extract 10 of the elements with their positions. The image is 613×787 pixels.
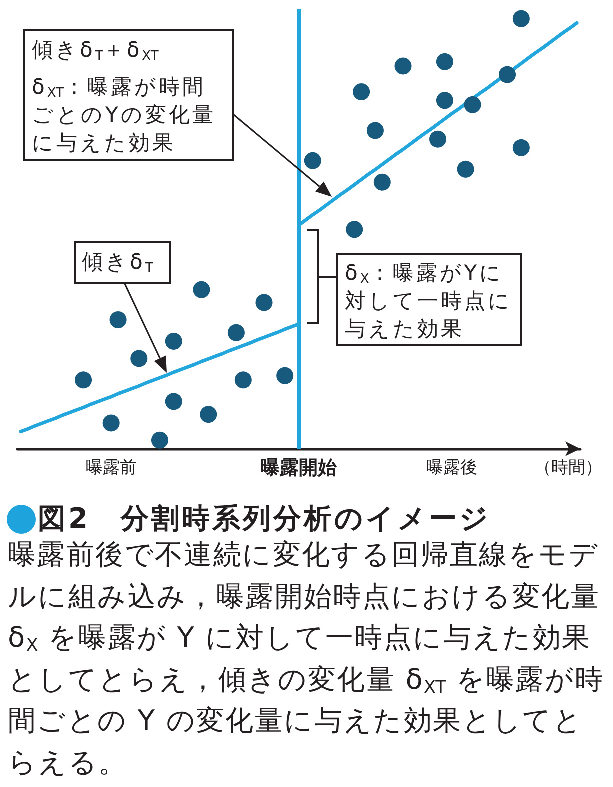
annotation: 傾きδ$_{T}$＋δ$_{XT}$ (32, 37, 160, 64)
x-tick-label: 曝露後 (426, 458, 478, 477)
x-axis-title: （時間） (534, 458, 602, 477)
text: 曝露前後で不連続に変化する回帰直線をモデルに組み込み，曝露開始時点における変化量δ$_{X}$ を曝露が Y に対して一時点に与えた効果としてとらえ，傾きの変化量 δ$_{XT}$ を曝露が時間ごとの Y の変化量に与えた効果としてとらえる。 (8, 538, 604, 778)
text: 図2 分割時系列分析のイメージ (38, 501, 491, 537)
annotation: δ$_{X}$：曝露がYに対して一時点に与えた効果 (345, 260, 514, 343)
annotation: 傾きδ$_{T}$ (82, 249, 154, 276)
annotation: δ$_{XT}$：曝露が時間ごとのYの変化量に与えた効果 (32, 74, 217, 157)
x-tick-label: 曝露開始 (261, 458, 338, 479)
x-tick-label: 曝露前 (86, 458, 137, 477)
